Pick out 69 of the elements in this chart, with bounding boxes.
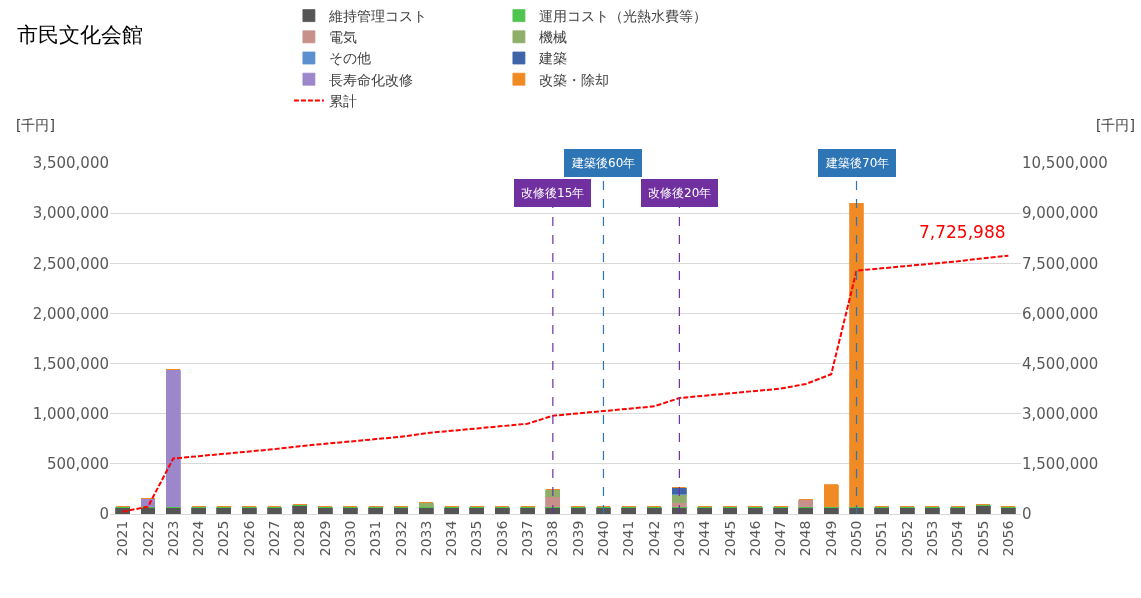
y-tick-label: 3,000,000 — [32, 204, 109, 223]
x-tick-label: 2042 — [645, 520, 662, 557]
x-tick-label: 2038 — [544, 520, 561, 557]
y2-tick-label: 9,000,000 — [1022, 204, 1099, 223]
x-tick-label: 2040 — [595, 520, 612, 557]
legend-label: 建築 — [537, 50, 567, 67]
x-tick-label: 2041 — [620, 520, 637, 557]
x-tick-label: 2021 — [114, 520, 131, 557]
legend-label: 維持管理コスト — [327, 8, 427, 25]
ref-line-label: 改修後15年 — [521, 186, 585, 200]
x-tick-label: 2056 — [999, 520, 1016, 557]
y2-tick-label: 7,500,000 — [1022, 254, 1099, 273]
y2-tick-label: 0 — [1022, 505, 1032, 524]
y2-tick-label: 4,500,000 — [1022, 354, 1099, 373]
x-tick-label: 2023 — [164, 520, 181, 557]
x-tick-label: 2043 — [670, 520, 687, 557]
y-tick-label: 0 — [99, 505, 109, 524]
annotation: 7,725,988 — [919, 222, 1006, 242]
x-tick-label: 2036 — [493, 520, 510, 557]
legend-label: 機械 — [538, 29, 567, 46]
x-tick-label: 2035 — [468, 520, 485, 557]
x-tick-label: 2050 — [848, 520, 865, 557]
y2-tick-label: 3,000,000 — [1022, 404, 1099, 423]
legend-label: 改築・除却 — [538, 71, 609, 88]
x-tick-label: 2029 — [316, 520, 333, 557]
y2-tick-label: 1,500,000 — [1022, 455, 1099, 474]
x-tick-label: 2034 — [443, 520, 460, 557]
x-tick-label: 2048 — [797, 520, 814, 557]
y-tick-label: 1,000,000 — [32, 404, 109, 423]
legend-label: 累計 — [328, 92, 357, 109]
x-tick-label: 2051 — [873, 520, 890, 557]
x-tick-label: 2030 — [341, 520, 358, 557]
legend-label: 長寿命化改修 — [328, 71, 413, 88]
legend-label: 電気 — [328, 29, 357, 46]
x-tick-label: 2032 — [392, 520, 409, 557]
x-tick-label: 2031 — [367, 520, 384, 557]
y-tick-label: 2,000,000 — [32, 304, 109, 323]
x-tick-label: 2046 — [746, 520, 763, 557]
x-tick-label: 2053 — [923, 520, 940, 557]
y2-axis-title: [千円] — [1096, 117, 1135, 133]
x-tick-label: 2052 — [898, 520, 915, 557]
ref-line-label: 建築後60年 — [571, 156, 636, 170]
y-tick-label: 3,500,000 — [32, 154, 109, 173]
y-tick-label: 500,000 — [46, 455, 109, 474]
x-tick-label: 2033 — [417, 520, 434, 557]
x-tick-label: 2025 — [215, 520, 232, 557]
y2-tick-label: 10,500,000 — [1022, 154, 1108, 173]
x-tick-label: 2028 — [291, 520, 308, 557]
x-tick-label: 2027 — [266, 520, 283, 557]
x-tick-label: 2022 — [139, 520, 156, 557]
x-tick-label: 2045 — [721, 520, 738, 557]
x-tick-label: 2037 — [519, 520, 536, 557]
y-tick-label: 1,500,000 — [32, 354, 109, 373]
x-tick-label: 2054 — [949, 520, 966, 557]
x-tick-label: 2026 — [240, 520, 257, 557]
y2-tick-label: 6,000,000 — [1022, 304, 1099, 323]
x-tick-label: 2024 — [190, 520, 207, 557]
x-tick-label: 2044 — [696, 520, 713, 557]
chart-title: 市民文化会館 — [17, 22, 144, 47]
legend-label: 運用コスト（光熱水費等） — [538, 8, 707, 25]
legend-label: その他 — [328, 50, 371, 67]
ref-line-label: 建築後70年 — [825, 156, 890, 170]
x-tick-label: 2039 — [569, 520, 586, 557]
x-tick-label: 2047 — [772, 520, 789, 557]
y-tick-label: 2,500,000 — [32, 254, 109, 273]
x-tick-label: 2055 — [974, 520, 991, 557]
x-tick-label: 2049 — [822, 520, 839, 557]
y-axis-title: [千円] — [16, 117, 55, 133]
ref-line-label: 改修後20年 — [648, 186, 712, 200]
